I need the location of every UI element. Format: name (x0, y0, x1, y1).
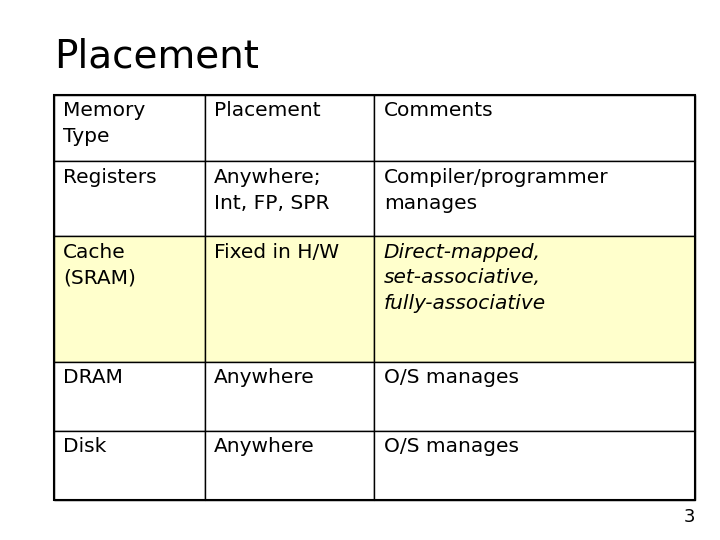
Bar (204, 431, 374, 500)
Text: Memory
Type: Memory Type (63, 101, 145, 146)
Text: 3: 3 (683, 509, 695, 526)
Text: Placement: Placement (54, 38, 259, 76)
Bar (54, 362, 204, 431)
Text: Disk: Disk (63, 437, 107, 456)
Text: O/S manages: O/S manages (384, 368, 518, 387)
Text: Compiler/programmer
manages: Compiler/programmer manages (384, 168, 608, 213)
Bar (54, 237, 204, 362)
Bar (54, 161, 204, 237)
Text: Fixed in H/W: Fixed in H/W (214, 243, 339, 262)
Bar (204, 161, 374, 237)
Bar (204, 362, 374, 431)
Bar (374, 237, 695, 362)
Bar (204, 94, 374, 161)
Bar (204, 237, 374, 362)
Text: Anywhere;
Int, FP, SPR: Anywhere; Int, FP, SPR (214, 168, 330, 213)
Text: Comments: Comments (384, 101, 493, 120)
Bar (374, 362, 695, 431)
Bar (374, 431, 695, 500)
Bar (54, 94, 204, 161)
Text: O/S manages: O/S manages (384, 437, 518, 456)
Bar (374, 94, 695, 161)
Text: Placement: Placement (214, 101, 320, 120)
Text: Cache
(SRAM): Cache (SRAM) (63, 243, 136, 287)
Bar (374, 161, 695, 237)
Text: Anywhere: Anywhere (214, 368, 315, 387)
Text: Anywhere: Anywhere (214, 437, 315, 456)
Text: Direct-mapped,
set-associative,
fully-associative: Direct-mapped, set-associative, fully-as… (384, 243, 546, 313)
Text: DRAM: DRAM (63, 368, 123, 387)
Bar (54, 431, 204, 500)
Bar (54, 94, 695, 500)
Text: Registers: Registers (63, 168, 157, 187)
